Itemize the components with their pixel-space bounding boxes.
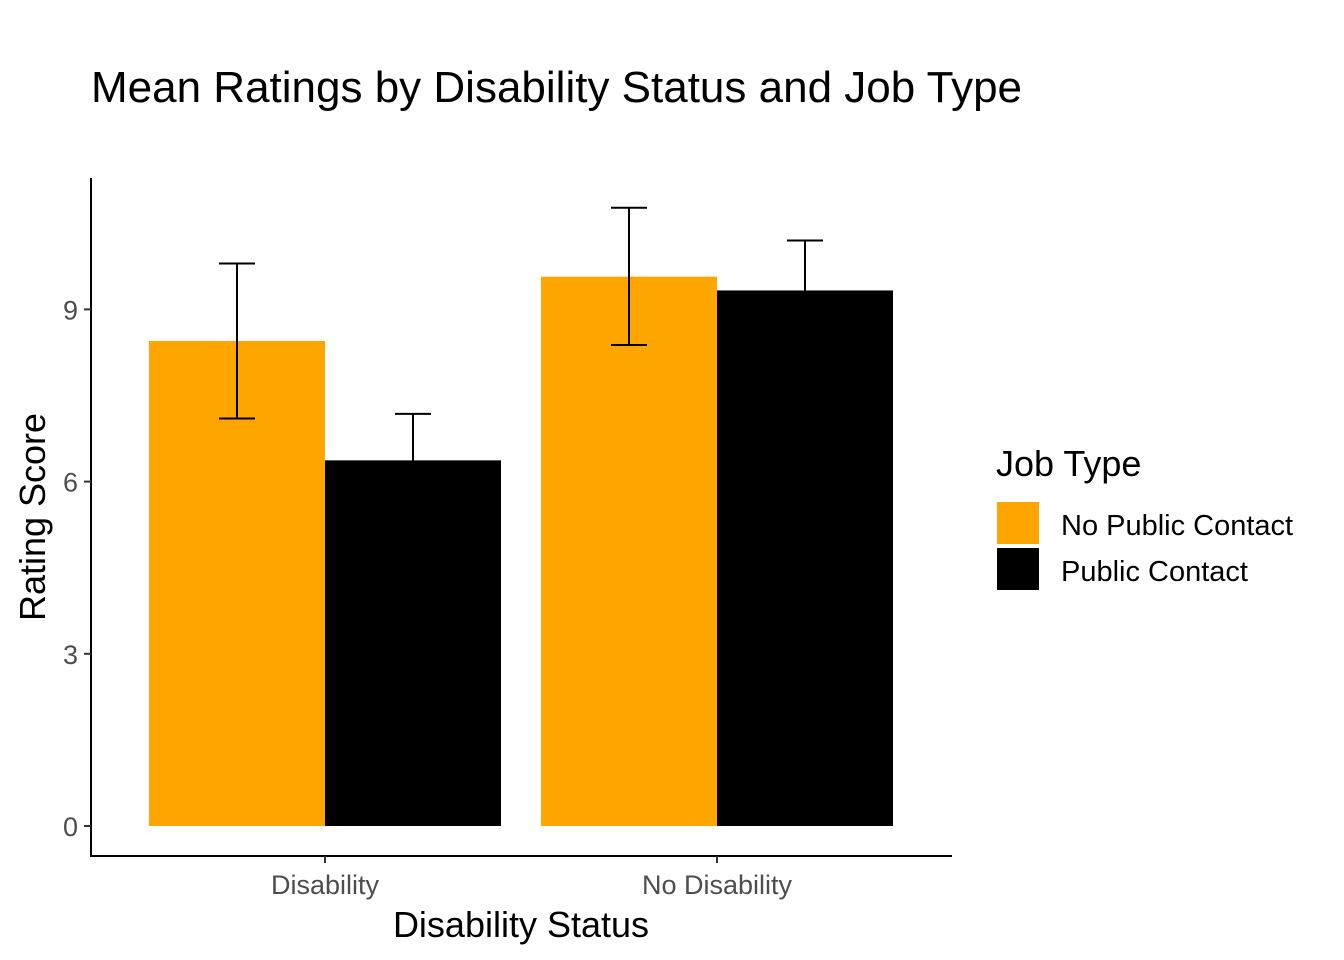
y-tick-label: 0	[63, 812, 78, 842]
bar-public-contact-no-disability	[717, 290, 893, 826]
legend-title: Job Type	[996, 443, 1141, 484]
error-bar	[787, 239, 823, 342]
chart-title: Mean Ratings by Disability Status and Jo…	[91, 63, 1022, 112]
legend: Job Type No Public Contact Public Contac…	[996, 443, 1293, 590]
x-tick-label: Disability	[271, 870, 380, 900]
legend-label-public-contact: Public Contact	[1061, 556, 1248, 588]
error-bar	[395, 412, 431, 508]
error-bar	[611, 206, 647, 346]
plot-area	[149, 206, 893, 826]
bar-no-public-contact-no-disability	[541, 276, 717, 826]
legend-key-no-public-contact	[997, 502, 1039, 544]
y-tick-label: 3	[63, 640, 78, 670]
x-tick-label: No Disability	[642, 870, 793, 900]
x-axis-title: Disability Status	[393, 904, 649, 945]
legend-key-public-contact	[997, 548, 1039, 590]
bar-public-contact-disability	[325, 460, 501, 826]
x-axis-ticks: Disability No Disability	[271, 856, 793, 900]
legend-label-no-public-contact: No Public Contact	[1061, 510, 1293, 542]
error-bar	[219, 262, 255, 420]
y-tick-label: 9	[63, 295, 78, 325]
y-axis-title: Rating Score	[12, 413, 53, 621]
bar-no-public-contact-disability	[149, 340, 325, 826]
y-tick-label: 6	[63, 468, 78, 498]
y-axis-ticks: 0 3 6 9	[63, 295, 91, 842]
